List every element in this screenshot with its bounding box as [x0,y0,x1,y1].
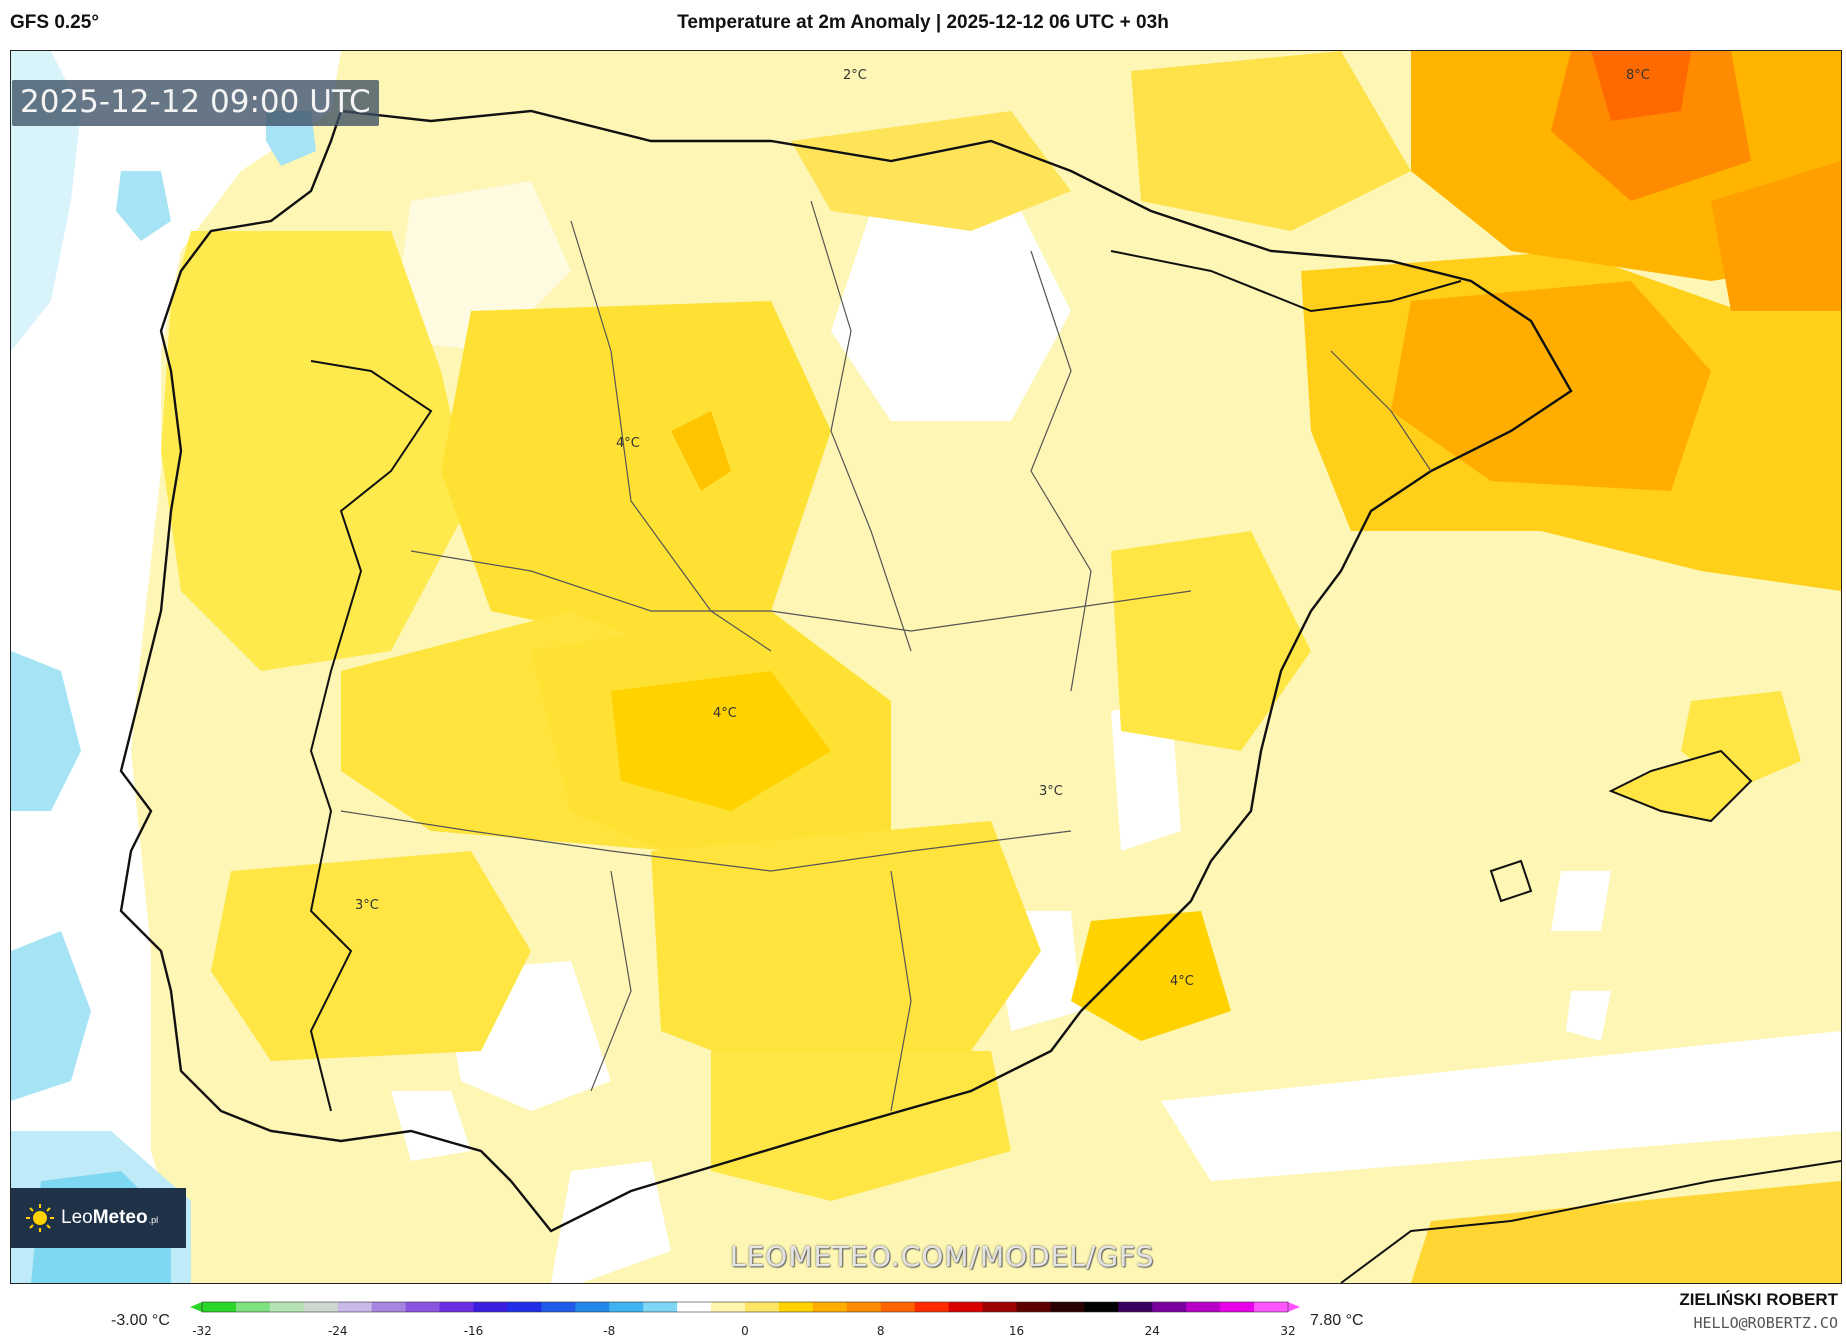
colorbar-segment [880,1302,916,1312]
isotherm-label: 2°C [843,68,867,83]
colorbar-segment [982,1302,1017,1312]
colorbar-segment [371,1302,407,1312]
colorbar-segment [235,1302,271,1312]
colorbar-arrow-right [1288,1302,1300,1312]
colorbar-tick-label: 0 [741,1324,749,1338]
isotherm-label: 8°C [1626,68,1650,83]
colorbar-tick-label: -16 [463,1324,484,1338]
colorbar-segment [745,1302,780,1312]
colorbar-segment [1152,1302,1187,1312]
isotherm-label: 4°C [1170,974,1194,989]
colorbar-tick-label: -32 [192,1324,212,1338]
colorbar-segment [337,1302,373,1312]
isotherm-label: 4°C [616,436,640,451]
colorbar-tick-label: 24 [1144,1324,1160,1338]
colorbar-segment [609,1302,644,1312]
colorbar-segment [1118,1302,1153,1312]
colorbar-segment [1016,1302,1051,1312]
colorbar-segment [303,1302,339,1312]
leometeo-logo[interactable]: LeoMeteo.pl [11,1188,186,1248]
colorbar-segment [507,1302,542,1312]
colorbar-segment [1254,1302,1289,1312]
isotherm-label: 4°C [713,706,737,721]
logo-text: LeoMeteo.pl [61,1207,159,1228]
colorbar-segment [1084,1302,1119,1312]
colorbar-segment [1220,1302,1255,1312]
colorbar-segment [1186,1302,1221,1312]
colorbar-min-label: -3.00 °C [111,1312,170,1329]
source-watermark: LEOMETEO.COM/MODEL/GFS [730,1240,1155,1273]
colorbar-border [201,1301,1289,1313]
colorbar [190,1301,1300,1313]
author-email[interactable]: HELLO@ROBERTZ.CO [1693,1314,1839,1332]
colorbar-segment [711,1302,746,1312]
map-title: Temperature at 2m Anomaly | 2025-12-12 0… [677,12,1169,33]
sun-icon [26,1204,54,1232]
anomaly-map[interactable] [10,50,1842,1284]
colorbar-segment [914,1302,950,1312]
isotherm-label: 3°C [355,898,379,913]
colorbar-segment [778,1302,814,1312]
colorbar-segment [202,1302,237,1312]
colorbar-segment [541,1302,576,1312]
isotherm-label: 3°C [1039,784,1063,799]
colorbar-segment [1050,1302,1085,1312]
colorbar-segment [269,1302,305,1312]
colorbar-segment [677,1302,712,1312]
colorbar-segment [846,1302,882,1312]
model-label: GFS 0.25° [10,12,99,33]
colorbar-segment [948,1302,984,1312]
colorbar-tick-label: -8 [603,1324,616,1338]
colorbar-tick-label: -24 [327,1324,348,1338]
colorbar-arrow-left [190,1302,202,1312]
colorbar-segment [473,1302,508,1312]
valid-time-badge: 2025-12-12 09:00 UTC [12,80,379,126]
colorbar-tick-label: 32 [1280,1324,1296,1338]
colorbar-segment [643,1302,678,1312]
map-canvas [11,51,1841,1283]
colorbar-segment [812,1302,848,1312]
colorbar-segment [575,1302,610,1312]
author-name: ZIELIŃSKI ROBERT [1679,1290,1838,1309]
colorbar-segment [439,1302,474,1312]
colorbar-max-label: 7.80 °C [1310,1312,1364,1329]
colorbar-segment [405,1302,441,1312]
colorbar-tick-label: 16 [1008,1324,1025,1338]
colorbar-tick-label: 8 [876,1324,885,1338]
